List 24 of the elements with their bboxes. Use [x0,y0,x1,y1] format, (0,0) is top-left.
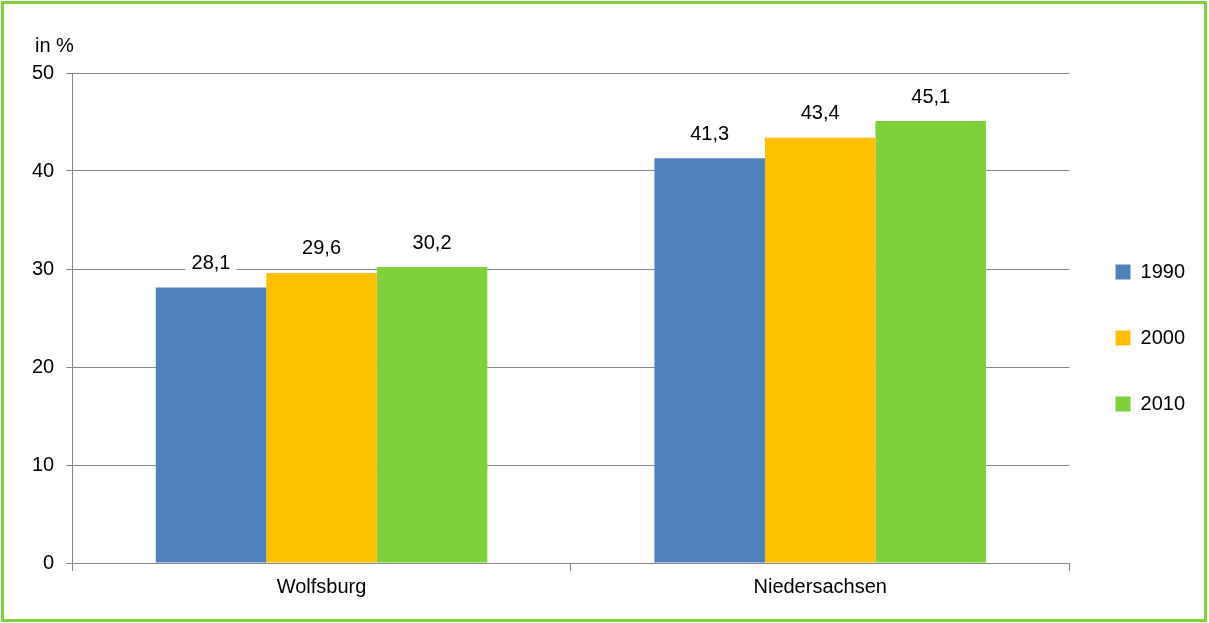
data-label: 41,3 [690,121,730,144]
y-tick-label: 30 [32,256,55,279]
y-tick-label: 50 [32,60,55,83]
legend-label: 2000 [1140,325,1186,348]
bar [155,287,267,563]
data-label: 29,6 [302,236,342,259]
y-tick-label: 10 [32,452,55,475]
x-tick-label: Niedersachsen [753,574,887,597]
data-label: 28,1 [191,251,231,274]
y-tick-label: 0 [43,550,55,573]
bar [875,121,986,563]
y-tick-label: 20 [32,354,55,377]
legend-label: 2010 [1140,391,1186,414]
legend-label: 1990 [1140,259,1186,282]
bar [764,137,876,563]
bar [266,272,377,563]
y-tick-label: 40 [32,158,55,181]
data-label: 43,4 [800,101,840,124]
bar [654,158,765,563]
bar [376,267,488,563]
data-label: 30,2 [412,230,452,253]
y-axis-title: in % [35,33,75,56]
x-tick-label: Wolfsburg [276,574,367,597]
data-label: 45,1 [911,84,951,107]
